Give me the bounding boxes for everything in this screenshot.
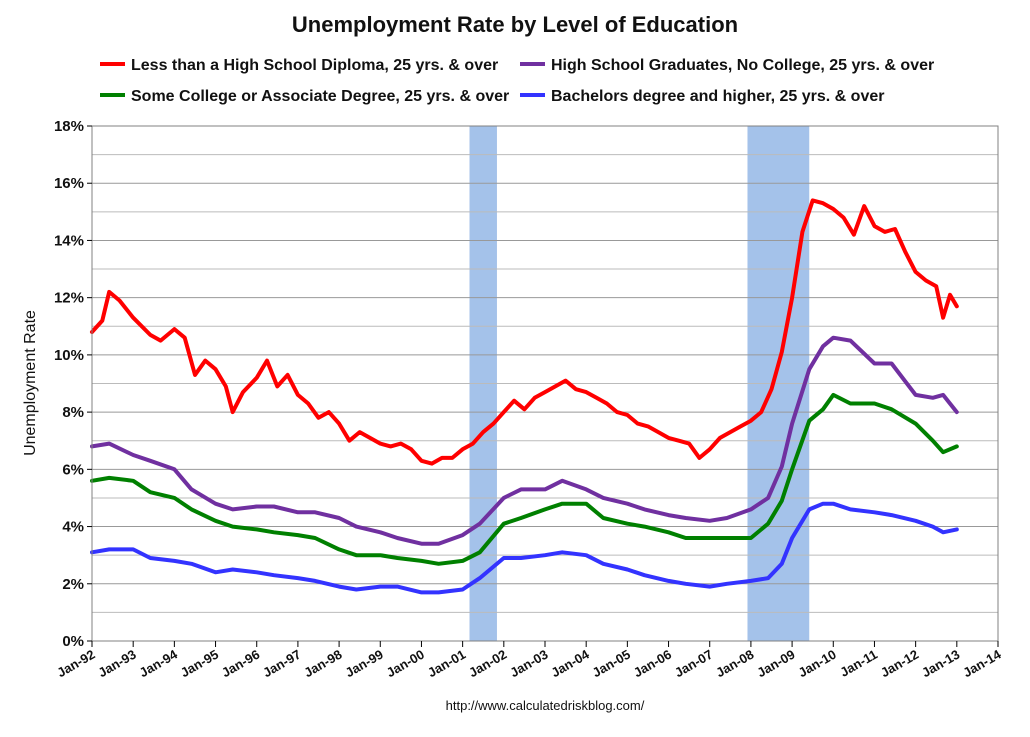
x-tick-label: Jan-04 bbox=[548, 646, 592, 680]
x-tick-label: Jan-97 bbox=[260, 647, 303, 681]
y-axis-tick-labels: 0% 2% 4% 6% 8% 10% 12% 14% 16% 18% bbox=[54, 118, 92, 650]
x-tick-label: Jan-08 bbox=[713, 647, 756, 681]
x-tick-label: Jan-05 bbox=[590, 647, 633, 681]
chart-title: Unemployment Rate by Level of Education bbox=[292, 12, 738, 37]
x-tick-label: Jan-02 bbox=[466, 647, 509, 681]
y-tick-label: 6% bbox=[62, 461, 84, 478]
x-tick-label: Jan-10 bbox=[796, 647, 839, 681]
x-tick-label: Jan-06 bbox=[631, 647, 674, 681]
series-lines bbox=[90, 198, 959, 595]
x-tick-label: Jan-00 bbox=[384, 647, 427, 681]
y-tick-label: 0% bbox=[62, 633, 84, 650]
x-tick-label: Jan-11 bbox=[837, 647, 880, 680]
x-tick-label: Jan-99 bbox=[343, 647, 386, 681]
y-tick-label: 16% bbox=[54, 175, 84, 192]
x-tick-label: Jan-14 bbox=[960, 646, 1004, 680]
y-tick-label: 10% bbox=[54, 347, 84, 364]
x-tick-label: Jan-95 bbox=[178, 647, 221, 681]
legend-label-1: Less than a High School Diploma, 25 yrs.… bbox=[131, 57, 498, 74]
source-text: http://www.calculatedriskblog.com/ bbox=[446, 698, 645, 713]
x-axis-tick-labels: Jan-92Jan-93Jan-94Jan-95Jan-96Jan-97Jan-… bbox=[54, 641, 1004, 680]
x-tick-label: Jan-12 bbox=[878, 647, 921, 681]
series-line-4 bbox=[90, 501, 959, 595]
y-tick-label: 18% bbox=[54, 118, 84, 135]
x-tick-label: Jan-96 bbox=[219, 647, 262, 681]
x-tick-label: Jan-98 bbox=[301, 647, 344, 681]
x-tick-label: Jan-07 bbox=[672, 647, 715, 681]
x-tick-label: Jan-13 bbox=[919, 647, 962, 681]
x-tick-label: Jan-09 bbox=[754, 647, 797, 681]
y-axis-title: Unemployment Rate bbox=[22, 310, 39, 456]
y-tick-label: 8% bbox=[62, 404, 84, 421]
x-tick-label: Jan-01 bbox=[425, 647, 468, 681]
series-line-3 bbox=[90, 392, 959, 566]
legend-label-2: High School Graduates, No College, 25 yr… bbox=[551, 57, 934, 74]
series-line-1 bbox=[90, 198, 959, 466]
y-tick-label: 2% bbox=[62, 576, 84, 593]
x-tick-label: Jan-93 bbox=[95, 647, 138, 681]
legend: Less than a High School Diploma, 25 yrs.… bbox=[100, 57, 934, 105]
y-tick-label: 12% bbox=[54, 290, 84, 307]
x-tick-label: Jan-03 bbox=[507, 647, 550, 681]
legend-label-3: Some College or Associate Degree, 25 yrs… bbox=[131, 88, 509, 105]
series-line-2 bbox=[90, 335, 959, 546]
y-tick-label: 4% bbox=[62, 519, 84, 536]
y-tick-label: 14% bbox=[54, 232, 84, 249]
x-tick-label: Jan-94 bbox=[137, 646, 181, 680]
x-tick-label: Jan-92 bbox=[54, 647, 97, 681]
legend-label-4: Bachelors degree and higher, 25 yrs. & o… bbox=[551, 88, 884, 105]
